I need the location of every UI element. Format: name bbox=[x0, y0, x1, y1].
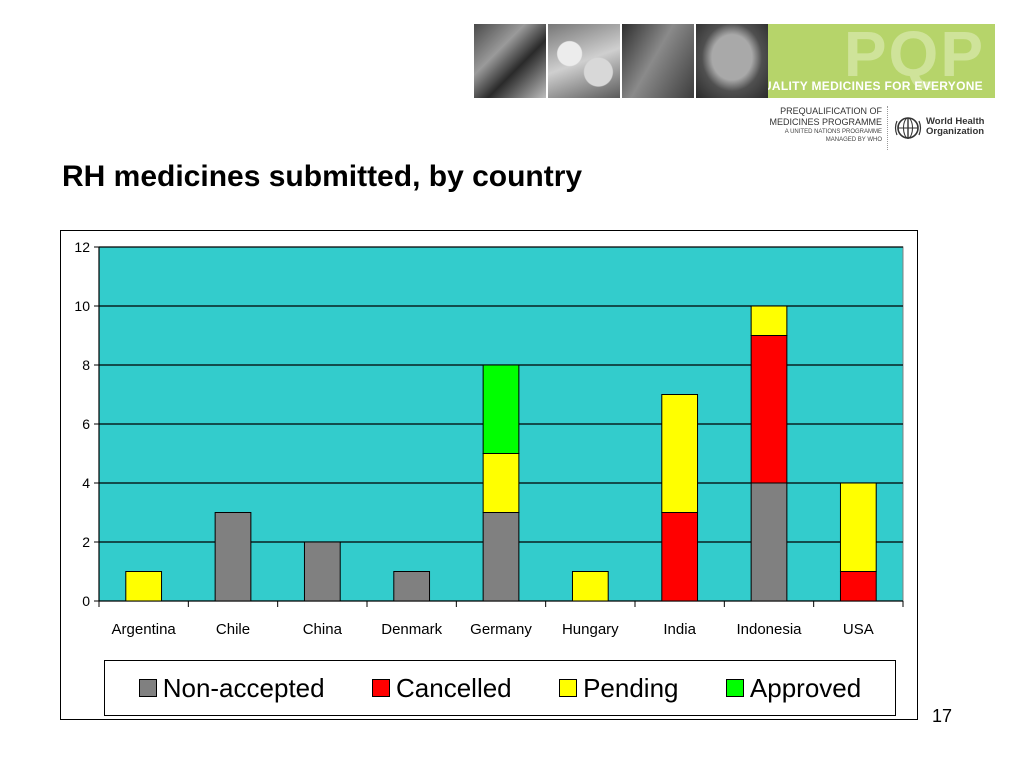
pqp-logo-letters: PQP bbox=[843, 18, 985, 90]
x-tick-label: Hungary bbox=[562, 621, 619, 638]
x-tick-label: India bbox=[663, 621, 696, 638]
legend-label-approved: Approved bbox=[749, 672, 862, 703]
bar-non-accepted-chile bbox=[214, 512, 252, 602]
x-tick-label: Indonesia bbox=[736, 621, 802, 638]
legend-swatch-pending bbox=[559, 679, 578, 697]
who-text-line-2: Organization bbox=[926, 126, 985, 137]
bar-pending-india bbox=[661, 394, 699, 513]
header-banner: PQP QUALITY MEDICINES FOR EVERYONE bbox=[474, 18, 995, 98]
bar-non-accepted-germany bbox=[482, 512, 520, 602]
y-tick-label: 2 bbox=[82, 534, 90, 550]
y-tick-label: 0 bbox=[82, 593, 90, 609]
legend-item-cancelled: Cancelled bbox=[372, 673, 512, 704]
bar-cancelled-india bbox=[661, 512, 699, 602]
legend-label-non-accepted: Non-accepted bbox=[162, 672, 325, 703]
x-tick-label: Germany bbox=[470, 621, 532, 638]
slide-title: RH medicines submitted, by country bbox=[62, 160, 583, 193]
legend-label-cancelled: Cancelled bbox=[396, 672, 512, 703]
y-tick-label: 4 bbox=[82, 475, 90, 491]
programme-block: PREQUALIFICATION OF MEDICINES PROGRAMME … bbox=[760, 106, 882, 144]
legend-swatch-approved bbox=[725, 679, 744, 697]
legend-swatch-cancelled bbox=[372, 679, 391, 697]
bar-pending-argentina bbox=[125, 571, 163, 602]
programme-divider bbox=[887, 106, 889, 150]
bar-pending-usa bbox=[839, 482, 877, 572]
x-tick-label: Argentina bbox=[112, 621, 177, 638]
who-text-line-1: World Health bbox=[926, 116, 985, 127]
programme-line-3: A UNITED NATIONS PROGRAMME bbox=[784, 129, 882, 135]
x-tick-label: Denmark bbox=[381, 621, 442, 638]
bar-non-accepted-indonesia bbox=[750, 482, 788, 602]
y-tick-label: 8 bbox=[82, 357, 90, 373]
bar-pending-indonesia bbox=[750, 305, 788, 336]
chart-frame: 0 2 4 6 8 10 12 Argentina Chile China Denmark Germa… bbox=[60, 230, 918, 720]
who-emblem-icon bbox=[894, 117, 922, 139]
legend-item-pending: Pending bbox=[559, 672, 679, 704]
programme-line-2: MEDICINES PROGRAMME bbox=[769, 117, 882, 127]
chart-legend: Non-accepted Cancelled Pending Approved bbox=[104, 660, 896, 716]
programme-line-4: MANAGED BY WHO bbox=[825, 137, 882, 143]
x-tick-label: Chile bbox=[216, 621, 250, 638]
legend-label-pending: Pending bbox=[583, 672, 679, 703]
page-number: 17 bbox=[932, 706, 953, 726]
bar-cancelled-indonesia bbox=[750, 335, 788, 484]
legend-item-approved: Approved bbox=[725, 672, 862, 704]
programme-line-1: PREQUALIFICATION OF bbox=[780, 106, 882, 116]
who-logo-text: World Health Organization bbox=[926, 117, 984, 137]
bar-pending-hungary bbox=[571, 571, 609, 602]
legend-swatch-non-accepted bbox=[138, 679, 157, 697]
pqp-tagline: QUALITY MEDICINES FOR EVERYONE bbox=[753, 79, 983, 93]
bar-cancelled-usa bbox=[839, 571, 877, 602]
y-tick-label: 12 bbox=[74, 239, 90, 255]
stacked-bar-chart: 0 2 4 6 8 10 12 Argentina Chile China Denmark Germa… bbox=[74, 239, 904, 638]
banner-photo-pills bbox=[548, 24, 620, 98]
banner-photo-microscope bbox=[474, 24, 546, 98]
x-tick-label: China bbox=[303, 621, 343, 638]
banner-photo-face bbox=[696, 24, 768, 98]
legend-item-non-accepted: Non-accepted bbox=[138, 672, 325, 704]
bar-non-accepted-denmark bbox=[393, 571, 431, 602]
bar-approved-germany bbox=[482, 364, 520, 454]
bar-pending-germany bbox=[482, 453, 520, 513]
y-tick-label: 6 bbox=[82, 416, 90, 432]
y-tick-label: 10 bbox=[74, 298, 90, 314]
x-tick-label: USA bbox=[843, 621, 874, 638]
banner-photo-people bbox=[622, 24, 694, 98]
bar-non-accepted-china bbox=[303, 541, 341, 602]
